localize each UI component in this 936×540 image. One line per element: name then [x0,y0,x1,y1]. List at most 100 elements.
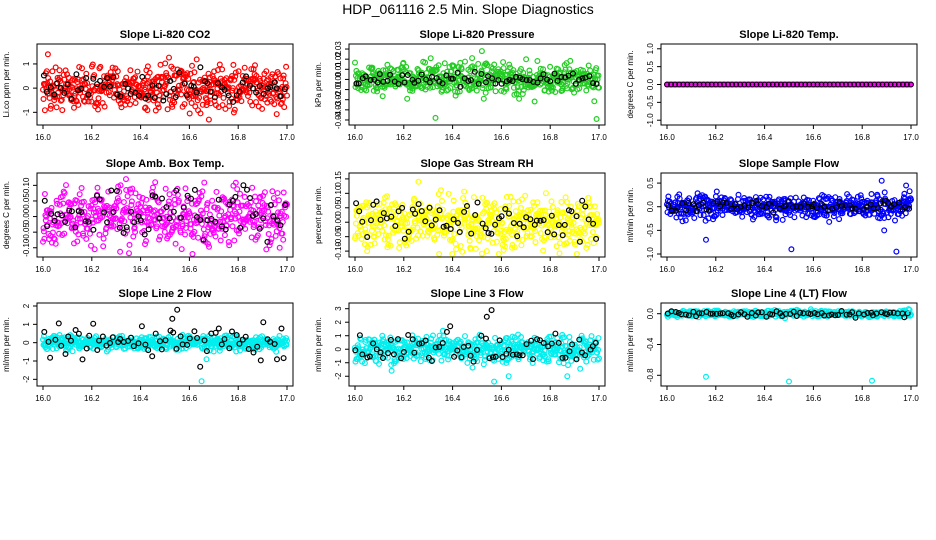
x-tick-label: 16.2 [708,133,724,142]
overlay-point [211,94,218,101]
data-point [47,105,54,112]
data-point [589,229,596,236]
overlay-point [547,78,554,85]
data-point [491,61,498,68]
x-tick-label: 16.4 [445,394,461,403]
data-point [204,99,211,106]
overlay-point [256,82,263,89]
overlay-point [280,355,287,362]
x-tick-label: 16.8 [854,133,870,142]
plot-frame [36,43,294,126]
data-point [548,198,555,205]
data-point [556,250,563,257]
overlay-point [552,330,559,337]
overlay-point [225,92,232,99]
data-point [363,87,370,94]
data-point [189,251,196,258]
data-point [522,192,529,199]
data-point [230,109,237,116]
data-point [78,65,85,72]
y-tick-label: 0.05 [22,193,31,209]
x-tick-label: 17.0 [903,133,919,142]
data-point [209,197,216,204]
data-point [589,83,596,90]
data-point [245,92,252,99]
overlay-point [40,72,47,79]
data-point [217,237,224,244]
data-point [568,357,575,364]
plot-frame [348,43,606,126]
data-point [540,247,547,254]
overlay-point [57,84,64,91]
data-point [566,334,573,341]
overlay-point [97,77,104,84]
data-point [891,217,898,224]
overlay-point [74,86,81,93]
x-tick-label: 16.0 [347,265,363,274]
x-tick-label: 16.0 [35,265,51,274]
outlier-point [488,307,495,314]
chart-panel: Slope Amb. Box Temp.degrees C per min.16… [2,158,295,274]
y-tick-label: -0.03 [334,100,343,119]
data-point [235,68,242,75]
chart-title: Slope Line 2 Flow [119,288,212,300]
chart-title: Slope Gas Stream RH [420,158,533,170]
y-tick-label: 0.00 [22,208,31,224]
data-point [197,110,204,117]
data-point [143,238,150,245]
data-point [94,184,101,191]
overlay-point [104,75,111,82]
data-point [563,199,570,206]
x-tick-label: 16.4 [133,133,149,142]
data-point [100,235,107,242]
x-tick-label: 17.0 [591,265,607,274]
data-point [41,107,48,114]
data-point [120,88,127,95]
data-point [164,78,171,85]
overlay-point [250,85,257,92]
y-tick-label: 0 [22,340,31,345]
y-axis-label: ml/min per min. [2,317,11,372]
overlay-point [193,89,200,96]
outlier-point [478,48,485,55]
overlay-point [240,182,247,189]
outlier-point [205,116,212,123]
data-point [549,84,556,91]
data-point [75,101,82,108]
y-tick-label: 1 [334,333,343,338]
overlay-point [61,89,68,96]
data-point [96,231,103,238]
data-point [826,218,833,225]
data-point [471,65,478,72]
data-point [280,72,287,79]
data-point [379,227,386,234]
overlay-point [243,73,250,80]
data-point [519,236,526,243]
data-point [400,227,407,234]
overlay-point [353,80,360,87]
data-point [95,95,102,102]
overlay-point [415,77,422,84]
overlay-point [117,93,124,100]
overlay-point [593,80,600,87]
data-point [219,66,226,73]
data-point [101,103,108,110]
data-point [450,197,457,204]
overlay-point [232,193,239,200]
data-point [435,62,442,69]
y-tick-label: -0.02 [334,90,343,109]
overlay-point [68,95,75,102]
x-tick-label: 16.4 [757,265,773,274]
y-axis-label: ml/min per min. [626,317,635,372]
x-tick-label: 16.8 [542,133,558,142]
overlay-point [274,356,281,363]
data-point [510,84,517,91]
outlier-point [702,236,709,243]
overlay-point [590,80,597,87]
data-point [148,88,155,95]
overlay-point [534,79,541,86]
data-point [105,188,112,195]
y-tick-label: 1 [22,61,31,66]
x-tick-label: 16.2 [84,265,100,274]
